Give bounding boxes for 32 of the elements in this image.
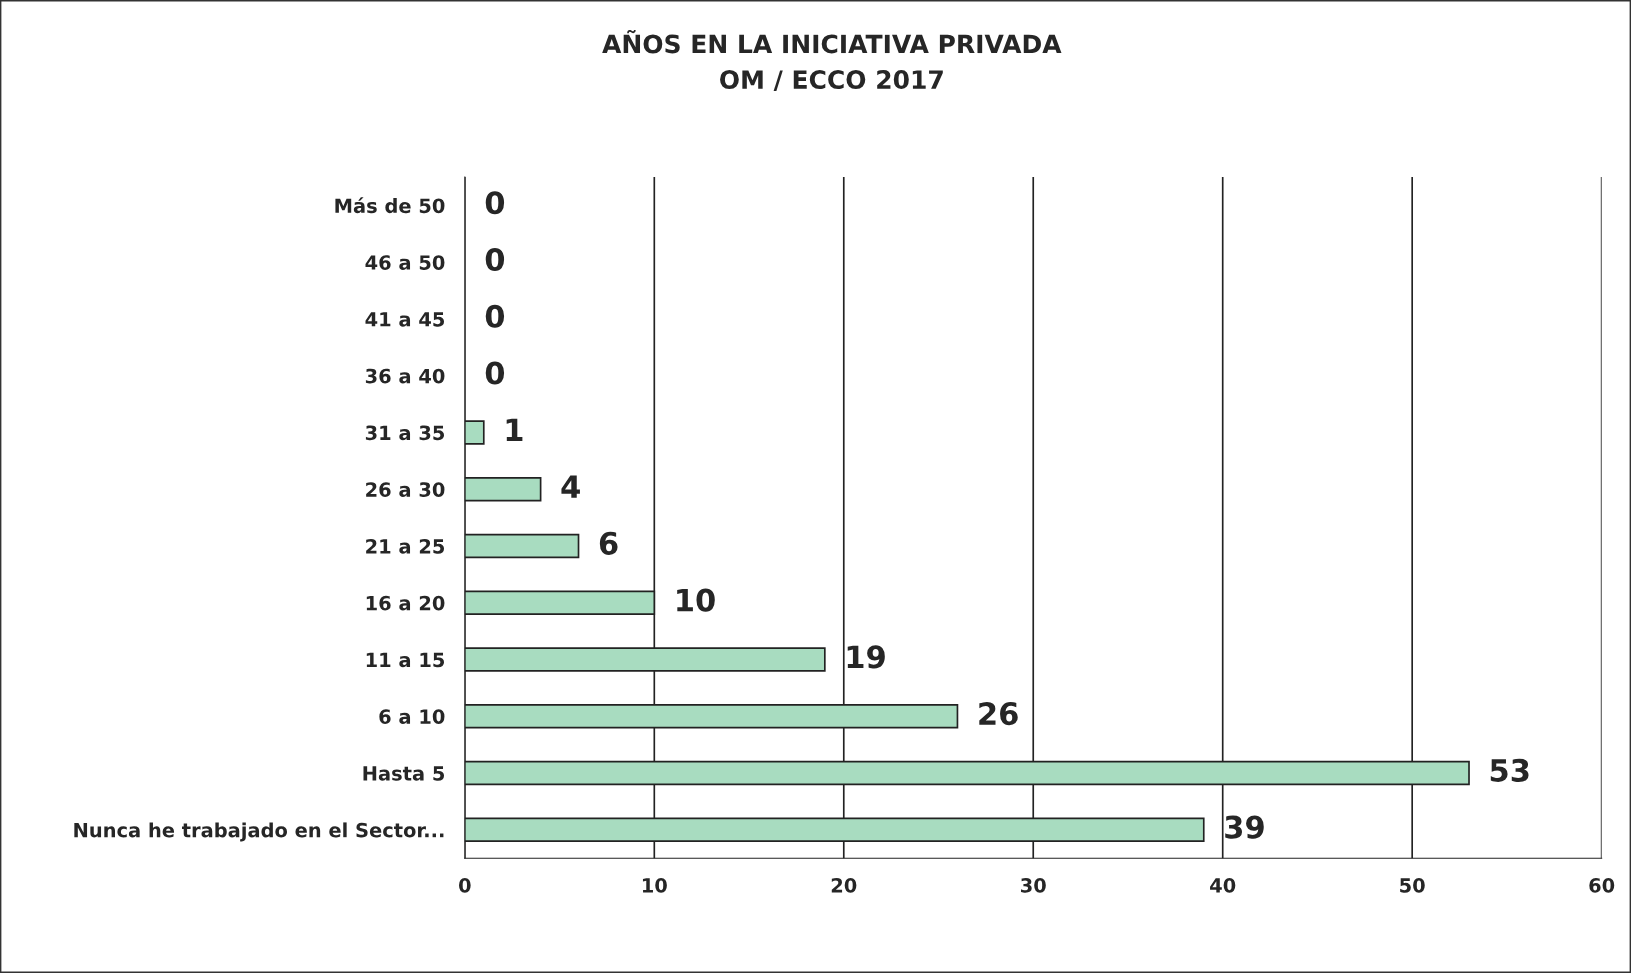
x-tick-label: 0	[459, 877, 471, 893]
y-tick-label: 6 a 10	[379, 709, 445, 724]
y-tick-label: 21 a 25	[366, 538, 445, 554]
y-tick-label: 26 a 30	[366, 482, 445, 497]
data-label: 0	[485, 361, 505, 385]
y-tick-label: 41 a 45	[365, 312, 445, 327]
y-tick-label: 11 a 15	[366, 652, 445, 668]
y-tick-label: 36 a 40	[365, 368, 445, 384]
data-label: 10	[677, 588, 715, 612]
chart-title: AÑOS EN LA INICIATIVA PRIVADA OM / ECCO 2017	[602, 29, 1062, 91]
y-tick-label: 31 a 35	[365, 425, 445, 441]
y-tick-label: 16 a 20	[366, 595, 445, 611]
data-label: 1	[506, 418, 523, 441]
y-tick-label: Más de 50	[335, 197, 445, 214]
data-label: 4	[561, 475, 580, 498]
data-label: 0	[485, 247, 505, 272]
x-tick-label: 60	[1589, 877, 1615, 893]
data-label: 6	[599, 531, 618, 555]
y-tick-label: Nunca he trabajado en el Sector...	[74, 822, 444, 842]
x-tick-label: 20	[831, 877, 857, 893]
data-label: 53	[1490, 758, 1529, 782]
x-tick-label: 50	[1400, 877, 1425, 893]
x-tick-label: 30	[1021, 877, 1046, 893]
data-label: 19	[847, 645, 885, 669]
data-label: 26	[979, 702, 1018, 726]
y-tick-label: Hasta 5	[363, 766, 445, 781]
data-label: 0	[485, 304, 505, 328]
data-label: 39	[1225, 815, 1264, 839]
data-label: 0	[485, 191, 505, 215]
x-tick-label: 10	[642, 877, 667, 893]
x-tick-label: 40	[1210, 877, 1236, 893]
y-tick-label: 46 a 50	[365, 255, 445, 270]
